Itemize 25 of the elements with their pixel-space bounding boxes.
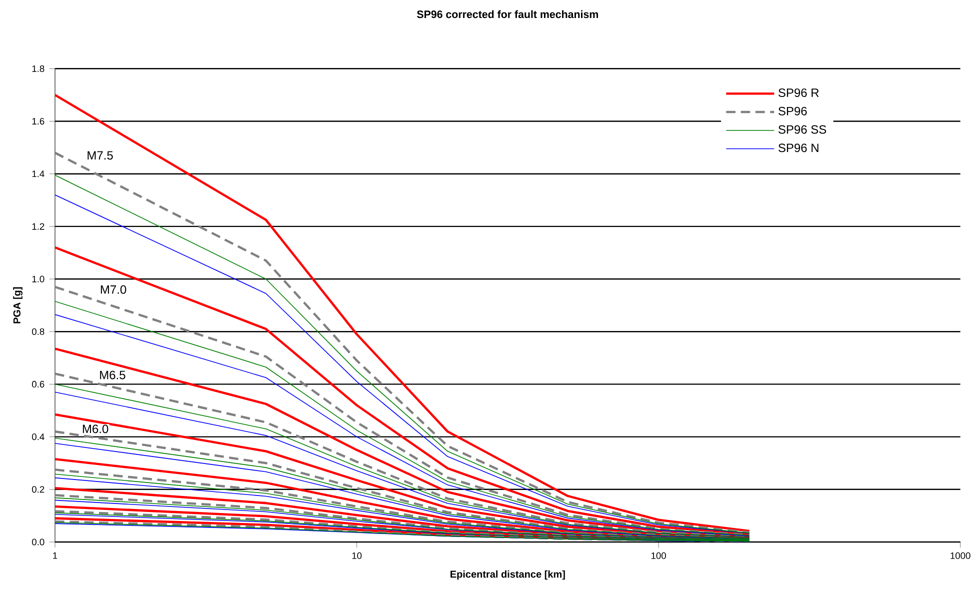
x-tick-label: 10: [352, 552, 362, 559]
y-tick-label: 0.6: [32, 380, 44, 388]
y-tick-label: 1.8: [32, 65, 44, 72]
legend-label: SP96 SS: [778, 125, 826, 134]
legend-label: SP96: [778, 106, 807, 116]
y-tick-label: 1.4: [32, 170, 44, 178]
y-tick-label: 0.0: [32, 538, 44, 546]
annotation: M6.0: [82, 424, 108, 434]
y-tick-label: 1.0: [32, 276, 44, 282]
legend-label: SP96 N: [778, 144, 818, 152]
x-tick-label: 1000: [950, 552, 970, 559]
y-tick-label: 1.6: [32, 118, 44, 125]
y-tick-label: 1.2: [32, 223, 44, 230]
annotation: M7.5: [88, 151, 113, 160]
legend-label: SP96 R: [778, 88, 819, 97]
x-axis-title: Epicentral distance [km]: [450, 570, 565, 580]
y-tick-label: 0.8: [32, 328, 44, 335]
chart-title: SP96 corrected for fault mechanism: [416, 10, 598, 18]
x-tick-label: 1: [53, 552, 58, 559]
y-axis-title: PGA [g]: [13, 287, 22, 324]
y-tick-label: 0.2: [32, 486, 44, 493]
y-tick-label: 0.4: [32, 434, 44, 440]
annotation: M7.0: [100, 285, 126, 294]
annotation: M6.5: [100, 370, 126, 380]
x-tick-label: 100: [651, 552, 666, 559]
